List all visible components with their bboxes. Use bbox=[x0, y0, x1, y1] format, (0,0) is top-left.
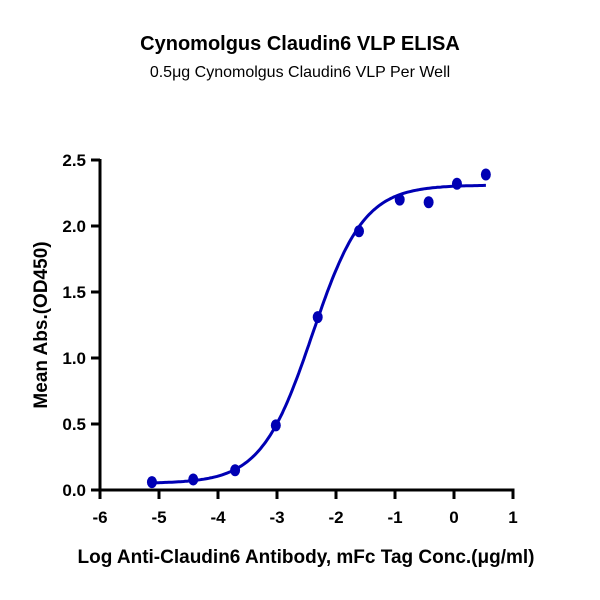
x-tick-label: -2 bbox=[328, 508, 343, 527]
x-tick-label: -3 bbox=[269, 508, 284, 527]
y-tick-label: 1.0 bbox=[62, 349, 86, 368]
chart-subtitle: 0.5μg Cynomolgus Claudin6 VLP Per Well bbox=[149, 64, 451, 81]
y-tick-label: 2.0 bbox=[62, 217, 86, 236]
x-axis-label: Log Anti-Claudin6 Antibody, mFc Tag Conc… bbox=[77, 547, 534, 568]
fit-curve bbox=[151, 183, 486, 485]
x-tick-label: -4 bbox=[210, 508, 226, 527]
y-tick-label: 0.5 bbox=[62, 415, 86, 434]
data-point bbox=[451, 177, 462, 190]
data-point bbox=[394, 193, 405, 206]
x-tick-label: 0 bbox=[449, 508, 458, 527]
y-tick-label: 0.0 bbox=[62, 481, 86, 500]
data-point bbox=[480, 168, 491, 181]
x-tick-label: -5 bbox=[151, 508, 166, 527]
data-point bbox=[312, 311, 323, 324]
x-tick-label: 1 bbox=[508, 508, 517, 527]
data-point bbox=[188, 473, 199, 486]
y-axis-label: Mean Abs.(OD450) bbox=[31, 241, 52, 408]
data-point bbox=[423, 196, 434, 209]
data-point bbox=[270, 419, 281, 432]
data-point bbox=[146, 476, 157, 489]
x-tick-label: -1 bbox=[387, 508, 402, 527]
y-tick-label: 2.5 bbox=[62, 151, 86, 170]
data-point bbox=[230, 464, 241, 477]
data-point bbox=[354, 225, 365, 238]
x-tick-label: -6 bbox=[92, 508, 107, 527]
y-tick-label: 1.5 bbox=[62, 283, 86, 302]
chart-title: Cynomolgus Claudin6 VLP ELISA bbox=[140, 33, 460, 55]
